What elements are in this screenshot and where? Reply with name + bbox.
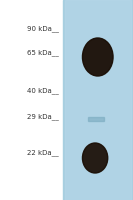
Text: 65 kDa__: 65 kDa__ xyxy=(27,50,59,56)
Text: 29 kDa__: 29 kDa__ xyxy=(27,114,59,120)
Ellipse shape xyxy=(82,38,113,76)
Text: 22 kDa__: 22 kDa__ xyxy=(27,150,59,156)
Text: 40 kDa__: 40 kDa__ xyxy=(27,88,59,94)
Bar xyxy=(88,117,104,121)
Ellipse shape xyxy=(82,143,108,173)
Bar xyxy=(65,0,131,200)
Bar xyxy=(63,0,133,200)
Text: 90 kDa__: 90 kDa__ xyxy=(27,26,59,32)
